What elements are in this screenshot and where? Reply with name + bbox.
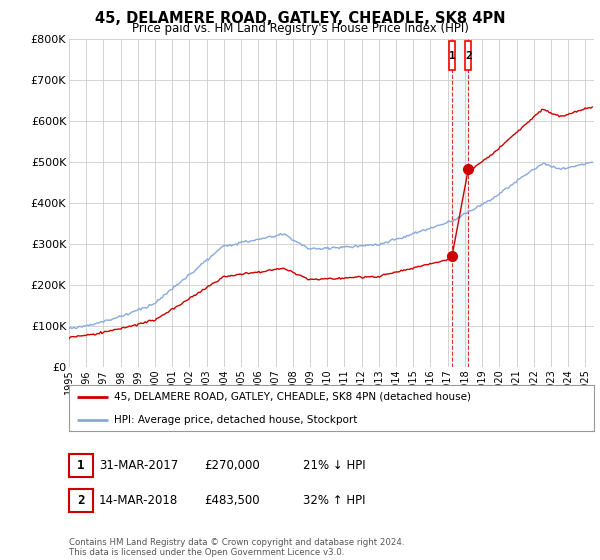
Text: HPI: Average price, detached house, Stockport: HPI: Average price, detached house, Stoc… xyxy=(113,415,357,424)
Text: Price paid vs. HM Land Registry's House Price Index (HPI): Price paid vs. HM Land Registry's House … xyxy=(131,22,469,35)
Text: 14-MAR-2018: 14-MAR-2018 xyxy=(99,494,178,507)
Text: 2: 2 xyxy=(77,494,85,507)
Text: Contains HM Land Registry data © Crown copyright and database right 2024.
This d: Contains HM Land Registry data © Crown c… xyxy=(69,538,404,557)
Text: 2: 2 xyxy=(465,50,472,60)
Bar xyxy=(452,39,469,367)
Text: 1: 1 xyxy=(449,50,455,60)
Text: 31-MAR-2017: 31-MAR-2017 xyxy=(99,459,178,472)
Text: £483,500: £483,500 xyxy=(204,494,260,507)
Text: 45, DELAMERE ROAD, GATLEY, CHEADLE, SK8 4PN (detached house): 45, DELAMERE ROAD, GATLEY, CHEADLE, SK8 … xyxy=(113,392,470,402)
Text: 45, DELAMERE ROAD, GATLEY, CHEADLE, SK8 4PN: 45, DELAMERE ROAD, GATLEY, CHEADLE, SK8 … xyxy=(95,11,505,26)
Text: 21% ↓ HPI: 21% ↓ HPI xyxy=(303,459,365,472)
FancyBboxPatch shape xyxy=(449,41,455,70)
Text: 32% ↑ HPI: 32% ↑ HPI xyxy=(303,494,365,507)
Text: 1: 1 xyxy=(77,459,85,472)
FancyBboxPatch shape xyxy=(466,41,472,70)
Text: £270,000: £270,000 xyxy=(204,459,260,472)
